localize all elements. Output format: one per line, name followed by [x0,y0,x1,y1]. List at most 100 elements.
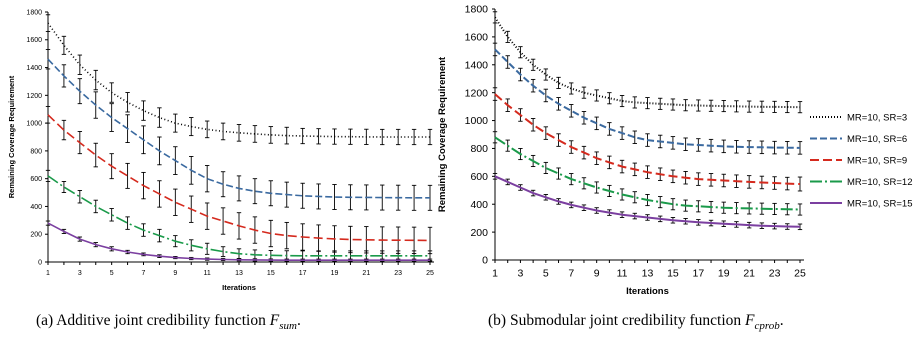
x-tick-label: 19 [331,270,339,277]
x-tick-label: 7 [142,270,146,277]
x-tick-label: 5 [543,268,549,280]
error-bar [189,117,194,137]
x-tick-label: 21 [743,268,755,280]
error-bar [594,181,599,194]
y-axis-label: Remaining Coverage Requirement [437,56,448,212]
y-tick-label: 600 [30,176,42,183]
x-tick-label: 17 [299,270,307,277]
caption-a-function: F [269,312,280,329]
caption-b-text: (b) Submodular joint credibility functio… [488,312,745,329]
y-tick-label: 1400 [26,65,42,72]
error-bar [543,68,549,81]
caption-b-subscript: cprob [754,320,780,333]
x-tick-label: 25 [794,268,806,280]
series-line [494,48,801,149]
x-tick-label: 19 [718,268,730,280]
error-bar [607,92,612,105]
error-bar [316,128,321,145]
series-line [47,58,430,199]
error-bar [125,216,130,230]
caption-a-subscript: sum [279,320,297,333]
x-tick-label: 7 [568,268,574,280]
y-tick-label: 200 [470,227,488,239]
caption-b-function: F [745,312,755,329]
y-tick-label: 1000 [26,121,42,128]
y-tick-label: 0 [482,255,488,267]
series-1 [45,14,433,146]
y-tick-label: 400 [30,204,42,211]
y-tick-label: 800 [470,143,488,155]
series-5 [492,173,803,231]
y-tick-label: 1800 [26,9,42,16]
error-bar [157,107,162,128]
error-bar [772,100,777,113]
error-bar [696,200,701,213]
error-bar [772,202,777,215]
error-bar [268,126,274,144]
error-bar [797,203,803,216]
y-tick-label: 0 [38,259,42,266]
error-bar [45,169,51,182]
legend-item: MR=10, SR=3 [810,113,907,124]
x-tick-label: 25 [426,270,434,277]
y-tick-label: 1200 [465,87,489,99]
series-line [47,114,431,242]
error-bar [252,178,258,205]
error-bar [505,55,510,69]
error-bar [109,208,114,222]
error-bar [77,54,83,75]
series-2 [45,49,433,211]
error-bar [300,182,305,209]
error-bar [332,184,337,210]
error-bar [141,100,146,121]
x-tick-label: 11 [617,268,628,280]
y-tick-label: 1400 [465,59,489,71]
y-tick-label: 1600 [26,37,42,44]
error-bar [61,119,67,141]
error-bar [411,128,417,146]
error-bar [518,46,523,59]
error-bar [220,246,226,257]
caption-b: (b) Submodular joint credibility functio… [488,312,784,332]
x-tick-label: 1 [492,268,498,280]
error-bar [581,86,587,99]
legend: MR=10, SR=3 MR=10, SR=6 MR=10, SR=9 MR=10, … [810,113,912,210]
legend-label: MR=10, SR=9 [847,156,907,167]
error-bar [284,126,289,145]
y-tick-label: 600 [470,171,488,183]
error-bar [708,99,714,112]
x-tick-label: 3 [517,268,523,280]
error-bar [492,87,498,101]
legend-label: MR=10, SR=15 [847,199,912,210]
caption-b-end: . [779,312,784,329]
error-bar [569,104,574,118]
error-bar [348,128,353,145]
legend-label: MR=10, SR=12 [847,177,912,188]
error-bar [658,196,663,209]
error-bar [556,167,561,180]
legend-label: MR=10, SR=3 [847,113,907,124]
error-bar [380,184,385,211]
error-bar [670,198,676,211]
error-bar [61,35,67,55]
legend-item: MR=10, SR=6 [810,134,907,145]
error-bar [543,88,549,103]
error-bar [505,30,510,43]
x-tick-label: 1 [46,270,50,277]
error-bar [125,162,130,189]
error-bar [61,180,67,194]
error-bar [721,100,726,113]
y-axis-label: Remaining Coverage Requirement [7,75,16,198]
y-tick-label: 1000 [465,115,489,127]
error-bar [797,176,803,192]
x-tick-label: 13 [642,268,654,280]
x-tick-label: 13 [235,270,243,277]
error-bar [427,128,433,146]
error-bar [543,126,549,140]
error-bar [93,69,98,91]
error-bar [427,226,433,255]
caption-a-end: . [296,312,301,329]
x-tick-label: 15 [667,268,679,280]
x-tick-label: 23 [394,270,402,277]
